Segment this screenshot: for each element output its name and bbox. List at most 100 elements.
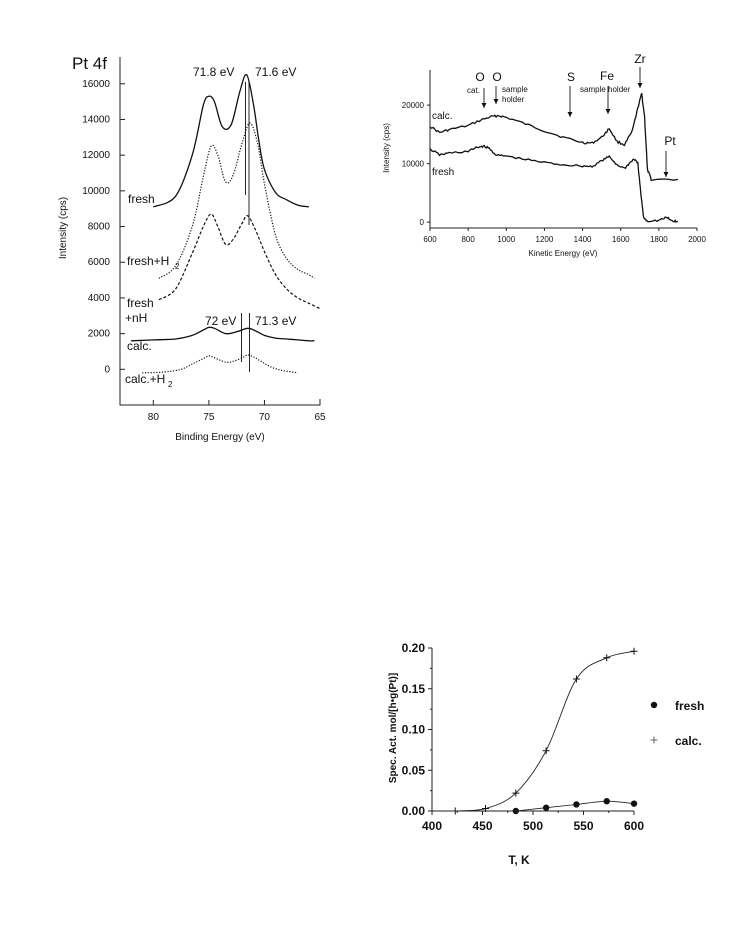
pt4f-series-line xyxy=(158,213,321,310)
pt4f-y-tick-label: 2000 xyxy=(88,329,111,340)
activity-x-tick-label: 450 xyxy=(472,819,492,833)
kinetic-pt-arrow-head xyxy=(663,172,669,177)
kinetic-x-tick-label: 1800 xyxy=(650,235,668,244)
activity-x-tick-label: 400 xyxy=(422,819,442,833)
activity-y-axis-title: Spec. Act. mol/[h•g(Pt)] xyxy=(388,673,399,783)
legend-calc-label: calc. xyxy=(675,734,702,748)
pt4f-annotation: 71.3 eV xyxy=(255,314,296,328)
activity-y-tick-label: 0.10 xyxy=(402,723,426,737)
kinetic-series-group xyxy=(429,92,679,224)
kinetic-s-arrow-head xyxy=(567,112,573,117)
kinetic-series-label: fresh xyxy=(432,167,454,178)
kinetic-x-tick-label: 2000 xyxy=(688,235,706,244)
activity-x-tick-label: 550 xyxy=(573,819,593,833)
kinetic-energy-panel: 600 800 1000 1200 1400 1600 1800 20000100002000… xyxy=(382,52,706,258)
pt4f-axes: 80 75 70 65 0 2000 4000 6000 8000 10000 12000 14000… xyxy=(82,57,326,423)
kinetic-x-tick-label: 1600 xyxy=(612,235,630,244)
pt4f-y-tick-label: 16000 xyxy=(82,79,110,90)
kinetic-o-holder-arrow-head xyxy=(493,99,499,104)
pt4f-series-label: fresh xyxy=(127,296,154,310)
pt4f-series-group xyxy=(131,73,321,374)
pt4f-labels: 71.8 eV 71.6 eV 72 eV 71.3 eV fresh fresh+H 2 f… xyxy=(125,65,296,389)
pt4f-xps-panel: Pt 4f 80 75 70 65 0 2000 4000 6000 8000 10000 1200… xyxy=(58,54,326,443)
kinetic-x-tick-label: 1000 xyxy=(497,235,515,244)
kinetic-peak-sublabel: holder xyxy=(502,95,525,104)
activity-x-axis-title: T, K xyxy=(508,853,530,867)
activity-x-tick-label: 500 xyxy=(523,819,543,833)
pt4f-panel-title: Pt 4f xyxy=(72,54,107,73)
pt4f-x-tick-label: 70 xyxy=(259,412,271,423)
kinetic-peak-label: Pt xyxy=(664,134,676,148)
pt4f-series-label: calc.+H xyxy=(125,372,165,386)
activity-fresh-point xyxy=(603,798,610,805)
pt4f-y-tick-label: 10000 xyxy=(82,186,110,197)
activity-legend: fresh calc. xyxy=(650,699,704,748)
pt4f-y-tick-label: 6000 xyxy=(88,257,111,268)
pt4f-series-label-subscript: 2 xyxy=(175,262,180,271)
activity-y-tick-label: 0.20 xyxy=(402,641,426,655)
activity-fresh-point xyxy=(573,801,580,808)
activity-axis-frame xyxy=(431,648,634,812)
kinetic-x-tick-label: 1200 xyxy=(536,235,554,244)
kinetic-peak-sublabel: sample holder xyxy=(580,85,631,94)
kinetic-y-tick-label: 0 xyxy=(420,218,425,227)
pt4f-series-label: calc. xyxy=(127,339,152,353)
pt4f-series-line xyxy=(158,122,315,279)
legend-fresh-marker xyxy=(650,701,658,709)
pt4f-annotation: 72 eV xyxy=(205,314,236,328)
pt4f-series-line xyxy=(153,73,310,208)
kinetic-series-line xyxy=(429,92,679,182)
kinetic-peak-sublabel: cat. xyxy=(467,86,480,95)
kinetic-y-tick-label: 20000 xyxy=(402,101,425,110)
activity-fresh-point xyxy=(542,804,550,811)
activity-calc-point xyxy=(572,675,580,683)
kinetic-peak-label: O xyxy=(492,70,501,84)
pt4f-series-line xyxy=(142,354,298,374)
kinetic-zr-arrow-head xyxy=(637,83,643,88)
legend-calc-marker xyxy=(650,736,658,744)
pt4f-series-label: +nH xyxy=(125,311,147,325)
pt4f-x-axis-title: Binding Energy (eV) xyxy=(175,432,265,443)
kinetic-y-tick-label: 10000 xyxy=(402,160,425,169)
kinetic-peak-sublabel: sample xyxy=(502,85,528,94)
pt4f-x-tick-label: 65 xyxy=(314,412,326,423)
kinetic-series-line xyxy=(429,144,679,224)
pt4f-y-tick-label: 4000 xyxy=(88,293,111,304)
kinetic-x-tick-label: 600 xyxy=(423,235,437,244)
pt4f-y-tick-label: 8000 xyxy=(88,222,111,233)
pt4f-series-line xyxy=(131,326,315,342)
kinetic-peak-label: O xyxy=(475,70,484,84)
activity-y-tick-label: 0.15 xyxy=(402,682,426,696)
activity-calc-point xyxy=(630,647,638,655)
activity-calc-curve xyxy=(455,650,635,812)
pt4f-annotation: 71.8 eV xyxy=(193,65,234,79)
kinetic-y-axis-title: Intensity (cps) xyxy=(382,123,391,173)
kinetic-o-cat-arrow-head xyxy=(481,103,487,108)
legend-fresh-label: fresh xyxy=(675,699,704,713)
activity-calc-point xyxy=(542,747,550,755)
pt4f-y-axis-title: Intensity (cps) xyxy=(58,197,69,259)
activity-series-group xyxy=(451,647,638,815)
kinetic-series-label: calc. xyxy=(432,111,453,122)
activity-calc-point xyxy=(603,654,611,662)
pt4f-series-label-subscript: 2 xyxy=(168,380,173,389)
kinetic-fe-arrow-head xyxy=(605,109,611,114)
activity-calc-point xyxy=(512,789,520,797)
kinetic-peak-label: Zr xyxy=(634,52,645,66)
pt4f-y-tick-label: 14000 xyxy=(82,114,110,125)
activity-x-tick-label: 600 xyxy=(624,819,644,833)
activity-y-tick-label: 0.05 xyxy=(402,763,426,777)
pt4f-series-label: fresh xyxy=(128,192,155,206)
activity-y-tick-label: 0.00 xyxy=(402,804,426,818)
pt4f-y-tick-label: 12000 xyxy=(82,150,110,161)
pt4f-series-label: fresh+H xyxy=(127,254,169,268)
activity-axes: 400 450 500 550 600 0.00 0.05 0.10 0.15 0.20 xyxy=(402,641,645,833)
kinetic-peak-label: Fe xyxy=(600,69,614,83)
pt4f-annotation: 71.6 eV xyxy=(255,65,296,79)
kinetic-x-tick-label: 1400 xyxy=(574,235,592,244)
activity-fresh-point xyxy=(630,800,638,807)
kinetic-axes: 600 800 1000 1200 1400 1600 1800 20000100002000… xyxy=(402,70,706,244)
activity-panel: 400 450 500 550 600 0.00 0.05 0.10 0.15 0.20 fres… xyxy=(388,641,704,867)
